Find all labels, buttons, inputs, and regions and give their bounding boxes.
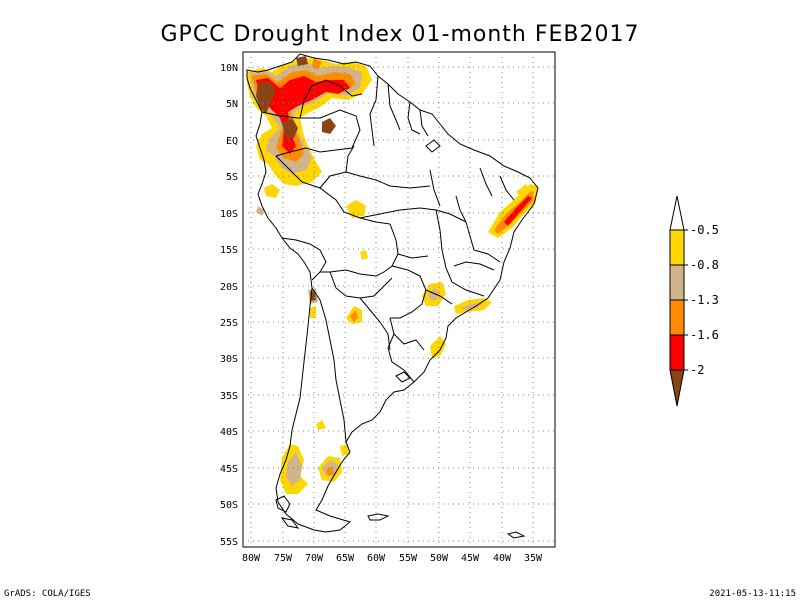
drought-region-ecuador-exceptional	[282, 118, 298, 138]
drought-region-north-extreme	[256, 76, 350, 154]
colorbar-arrow-bottom	[669, 369, 685, 407]
footer-timestamp: 2021-05-13-11:15	[709, 589, 796, 599]
lon-label: 75W	[274, 553, 293, 564]
lat-label: 55S	[220, 537, 238, 548]
lat-label: 10N	[220, 63, 238, 74]
lon-label: 65W	[336, 553, 355, 564]
lon-label: 70W	[305, 553, 324, 564]
lat-label: 25S	[220, 318, 238, 329]
map-panel: 10N 5N EQ 5S 10S 15S 20S 25S 30S 35S 40S…	[220, 51, 556, 564]
lon-label: 35W	[524, 553, 543, 564]
drought-patch-chile-mid	[310, 306, 316, 318]
colorbar-label: -1.6	[690, 328, 719, 342]
drought-patch-bolivia	[360, 250, 368, 260]
drought-patch-patagonia-north	[316, 420, 326, 430]
lon-label: 80W	[242, 553, 261, 564]
lon-label: 45W	[461, 553, 480, 564]
drought-patch-rio-grande	[430, 336, 446, 358]
lat-label: 50S	[220, 500, 238, 511]
colorbar-arrow-top	[669, 195, 685, 231]
lon-label: 55W	[399, 553, 418, 564]
footer-credit: GrADS: COLA/IGES	[4, 589, 91, 599]
lat-label: 20S	[220, 282, 238, 293]
drought-patch-chaco-severe	[350, 310, 358, 322]
lon-label: 50W	[430, 553, 449, 564]
south-america-coastline	[246, 53, 539, 533]
lat-label: 5S	[226, 172, 238, 183]
colorbar-swatch-severe	[669, 299, 685, 336]
map-title: GPCC Drought Index 01-month FEB2017	[161, 22, 640, 47]
drought-patch-minas-moderate	[428, 288, 440, 300]
drought-region-patagonia-west-moderate	[286, 452, 302, 486]
drought-patch-sao-paulo-moderate	[460, 302, 484, 310]
lon-label: 40W	[493, 553, 512, 564]
drought-region-colombia-east-exceptional	[322, 118, 336, 134]
drought-patch-ne-tip	[516, 184, 530, 198]
colorbar-swatch-moderate	[669, 264, 685, 301]
lat-label: 15S	[220, 245, 238, 256]
drought-patch-peru-coast	[256, 206, 264, 216]
lat-label: 30S	[220, 354, 238, 365]
drought-shading	[247, 56, 538, 494]
colorbar-label: -1.3	[690, 293, 719, 307]
lat-label: 35S	[220, 391, 238, 402]
drought-region-ne-brazil-extreme	[504, 196, 532, 226]
drought-region-coast-exceptional	[296, 56, 308, 66]
colorbar-label: -0.8	[690, 258, 719, 272]
islands-lakes	[275, 139, 526, 539]
lat-label: 45S	[220, 464, 238, 475]
lon-axis-labels: 80W 75W 70W 65W 60W 55W 50W 45W 40W 35W	[242, 553, 543, 564]
country-borders	[261, 75, 515, 443]
lat-label: 10S	[220, 209, 238, 220]
drought-region-patagonia-east-severe	[326, 466, 334, 476]
lat-label: 5N	[226, 99, 238, 110]
colorbar-legend: -0.5 -0.8 -1.3 -1.6 -2	[669, 195, 719, 407]
colorbar-label: -0.5	[690, 223, 719, 237]
drought-patch-peru-north	[264, 184, 280, 198]
lon-label: 60W	[367, 553, 386, 564]
colorbar-swatch-mild	[669, 229, 685, 266]
drought-region-colombia-exceptional	[256, 82, 276, 114]
graticule	[243, 52, 555, 547]
colorbar-swatch-extreme	[669, 334, 685, 371]
drought-patch-amazon	[346, 200, 366, 218]
colorbar-label: -2	[690, 363, 704, 377]
lat-axis-labels: 10N 5N EQ 5S 10S 15S 20S 25S 30S 35S 40S…	[220, 63, 238, 548]
lat-label: 40S	[220, 427, 238, 438]
lat-label: EQ	[226, 136, 238, 147]
